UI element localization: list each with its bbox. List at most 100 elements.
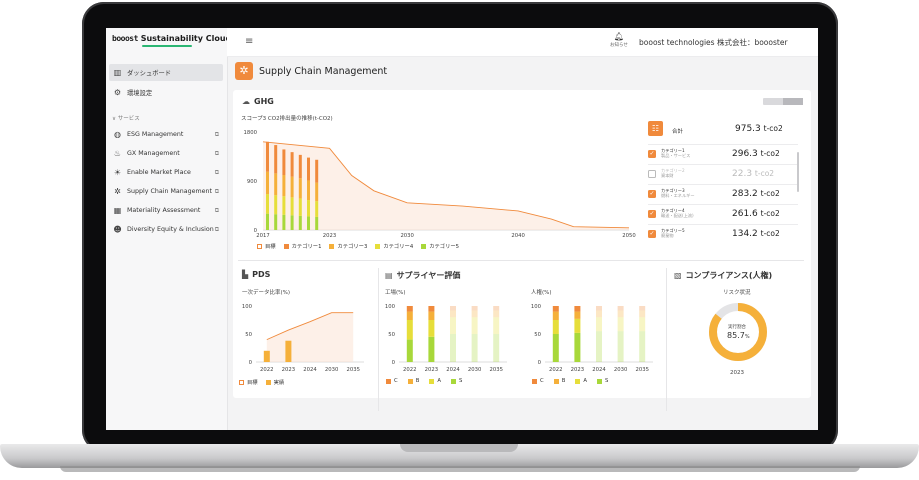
target-area [263, 141, 629, 230]
category-checkbox[interactable]: ✓ [648, 190, 656, 198]
x-tick-label: 2050 [622, 233, 636, 239]
y-tick-label: 100 [242, 304, 253, 310]
total-number: 975.3 [735, 124, 761, 134]
category-row[interactable]: ✓ カテゴリー1 製品・サービス 296.3 t-co2 [648, 144, 798, 165]
bar-segment [266, 171, 269, 195]
donut-slice [709, 303, 767, 361]
view-toggle[interactable] [763, 98, 803, 105]
legend-item-actual[interactable]: 実績 [265, 378, 284, 386]
notifications-button[interactable]: 🔔︎ お知らせ [610, 32, 628, 48]
legend-item-a[interactable]: A [429, 378, 441, 384]
category-name: カテゴリー2 資本財 [661, 168, 685, 178]
x-tick-label: 2035 [489, 367, 502, 373]
category-scrollbar[interactable] [797, 152, 799, 192]
bar-segment [274, 214, 278, 230]
ghg-legend: 目標 カテゴリー1 カテゴリー3 カテゴリー4 カテゴリー5 [257, 242, 459, 250]
bar-segment [617, 310, 624, 318]
category-number: 261.6 [732, 209, 758, 219]
category-row[interactable]: ✓ カテゴリー3 燃料・エネルギー 283.2 t-co2 [648, 184, 798, 205]
category-row[interactable]: カテゴリー2 資本財 22.3 t-co2 [648, 164, 798, 185]
legend-item-b[interactable]: B [407, 378, 419, 384]
bar-segment [574, 318, 581, 333]
bar-segment [471, 317, 478, 334]
bar-segment [298, 215, 302, 230]
category-name-text: カテゴリー2 [661, 168, 685, 173]
bar-segment [552, 311, 559, 320]
legend-item-cat3[interactable]: カテゴリー3 [329, 242, 367, 250]
category-checkbox[interactable]: ✓ [648, 230, 656, 238]
category-number: 22.3 [732, 169, 753, 179]
bar-segment [406, 306, 413, 312]
category-checkbox[interactable]: ✓ [648, 150, 656, 158]
y-tick-label: 50 [388, 332, 395, 338]
bar-segment [298, 178, 302, 199]
bar-segment [298, 198, 302, 216]
external-link-icon: ⧉ [214, 206, 219, 214]
category-unit: t-co2 [754, 169, 775, 178]
bar-segment [596, 317, 602, 332]
external-link-icon: ⧉ [214, 187, 219, 195]
sidebar-item-materiality[interactable]: ▦ Materiality Assessment ⧉ [109, 202, 223, 219]
legend-item-a[interactable]: A [575, 378, 587, 384]
target-area [266, 312, 354, 362]
legend-item-c[interactable]: C [386, 378, 398, 384]
bar-segment [639, 317, 646, 332]
people-icon: ☻ [113, 225, 122, 234]
category-name: カテゴリー1 製品・サービス [661, 148, 690, 158]
legend-item-b[interactable]: B [553, 378, 566, 384]
legend-item-c[interactable]: C [532, 378, 544, 384]
category-row[interactable]: ✓ カテゴリー5 廃棄物 134.2 t-co2 [648, 224, 798, 245]
bar-segment [406, 311, 413, 320]
category-name-text: カテゴリー4 [661, 208, 685, 213]
sidebar-item-market[interactable]: ☀ Enable Market Place ⧉ [109, 164, 223, 181]
sidebar-section-services[interactable]: ∨ サービス [112, 116, 140, 122]
legend-label: カテゴリー1 [291, 244, 322, 250]
legend-item-cat1[interactable]: カテゴリー1 [283, 242, 322, 250]
toggle-active[interactable] [783, 98, 803, 105]
category-value: 296.3 t-co2 [732, 149, 780, 159]
bar-segment [266, 213, 269, 230]
sidebar-item-gx[interactable]: ♨ GX Management ⧉ [109, 145, 223, 162]
legend-swatch [429, 378, 435, 384]
total-unit: t-co2 [763, 124, 783, 133]
pds-chart: 100 50 0 2022 2023 2024 2030 2035 [242, 304, 364, 373]
legend-label: B [561, 378, 566, 384]
x-tick-label: 2023 [323, 233, 336, 239]
menu-icon[interactable]: ≡ [245, 36, 254, 47]
category-row[interactable]: ✓ カテゴリー4 輸送・配送(上流) 261.6 t-co2 [648, 204, 798, 225]
sidebar-item-label: GX Management [127, 150, 180, 157]
legend-swatch [575, 378, 581, 384]
x-tick-label: 2023 [571, 367, 584, 373]
sidebar-item-dei[interactable]: ☻ Diversity Equity & Inclusion ⧉ [109, 221, 223, 238]
category-unit: t-co2 [760, 149, 780, 158]
bar-segment [266, 194, 269, 214]
bar-segment [266, 141, 269, 172]
sidebar-item-esg[interactable]: ◍ ESG Management ⧉ [109, 126, 223, 143]
external-link-icon: ⧉ [214, 130, 219, 138]
sidebar-item-settings[interactable]: ⚙ 環境設定 [109, 84, 223, 101]
bar [285, 340, 292, 362]
category-checkbox[interactable]: ✓ [648, 210, 656, 218]
company-name[interactable]: booost technologies 株式会社：boooster [639, 38, 788, 47]
bar-segment [315, 159, 319, 183]
bar-segment [428, 311, 435, 320]
factory-chart-label: 工場(%) [385, 290, 406, 296]
brand-logo[interactable]: booost Sustainability Cloud [112, 34, 231, 43]
sidebar-item-label: ダッシュボード [127, 70, 172, 77]
legend-item-target[interactable]: 目標 [257, 242, 276, 250]
sidebar-item-supply-chain[interactable]: ✲ Supply Chain Management ⧉ [109, 183, 223, 200]
bar-segment [596, 310, 602, 318]
bar-segment [552, 320, 559, 334]
legend-label: カテゴリー4 [383, 244, 414, 250]
bar-segment [493, 306, 500, 311]
total-label: 合計 [672, 129, 684, 135]
bar-segment [574, 332, 581, 362]
legend-item-cat4[interactable]: カテゴリー4 [375, 242, 413, 250]
category-checkbox[interactable] [648, 170, 656, 178]
legend-item-s[interactable]: S [596, 378, 608, 384]
legend-item-s[interactable]: S [450, 378, 462, 384]
legend-item-target[interactable]: 目標 [239, 378, 258, 386]
sidebar-item-dashboard[interactable]: ▥ ダッシュボード [109, 64, 223, 81]
legend-item-cat5[interactable]: カテゴリー5 [421, 242, 459, 250]
x-tick-label: 2022 [403, 367, 416, 373]
